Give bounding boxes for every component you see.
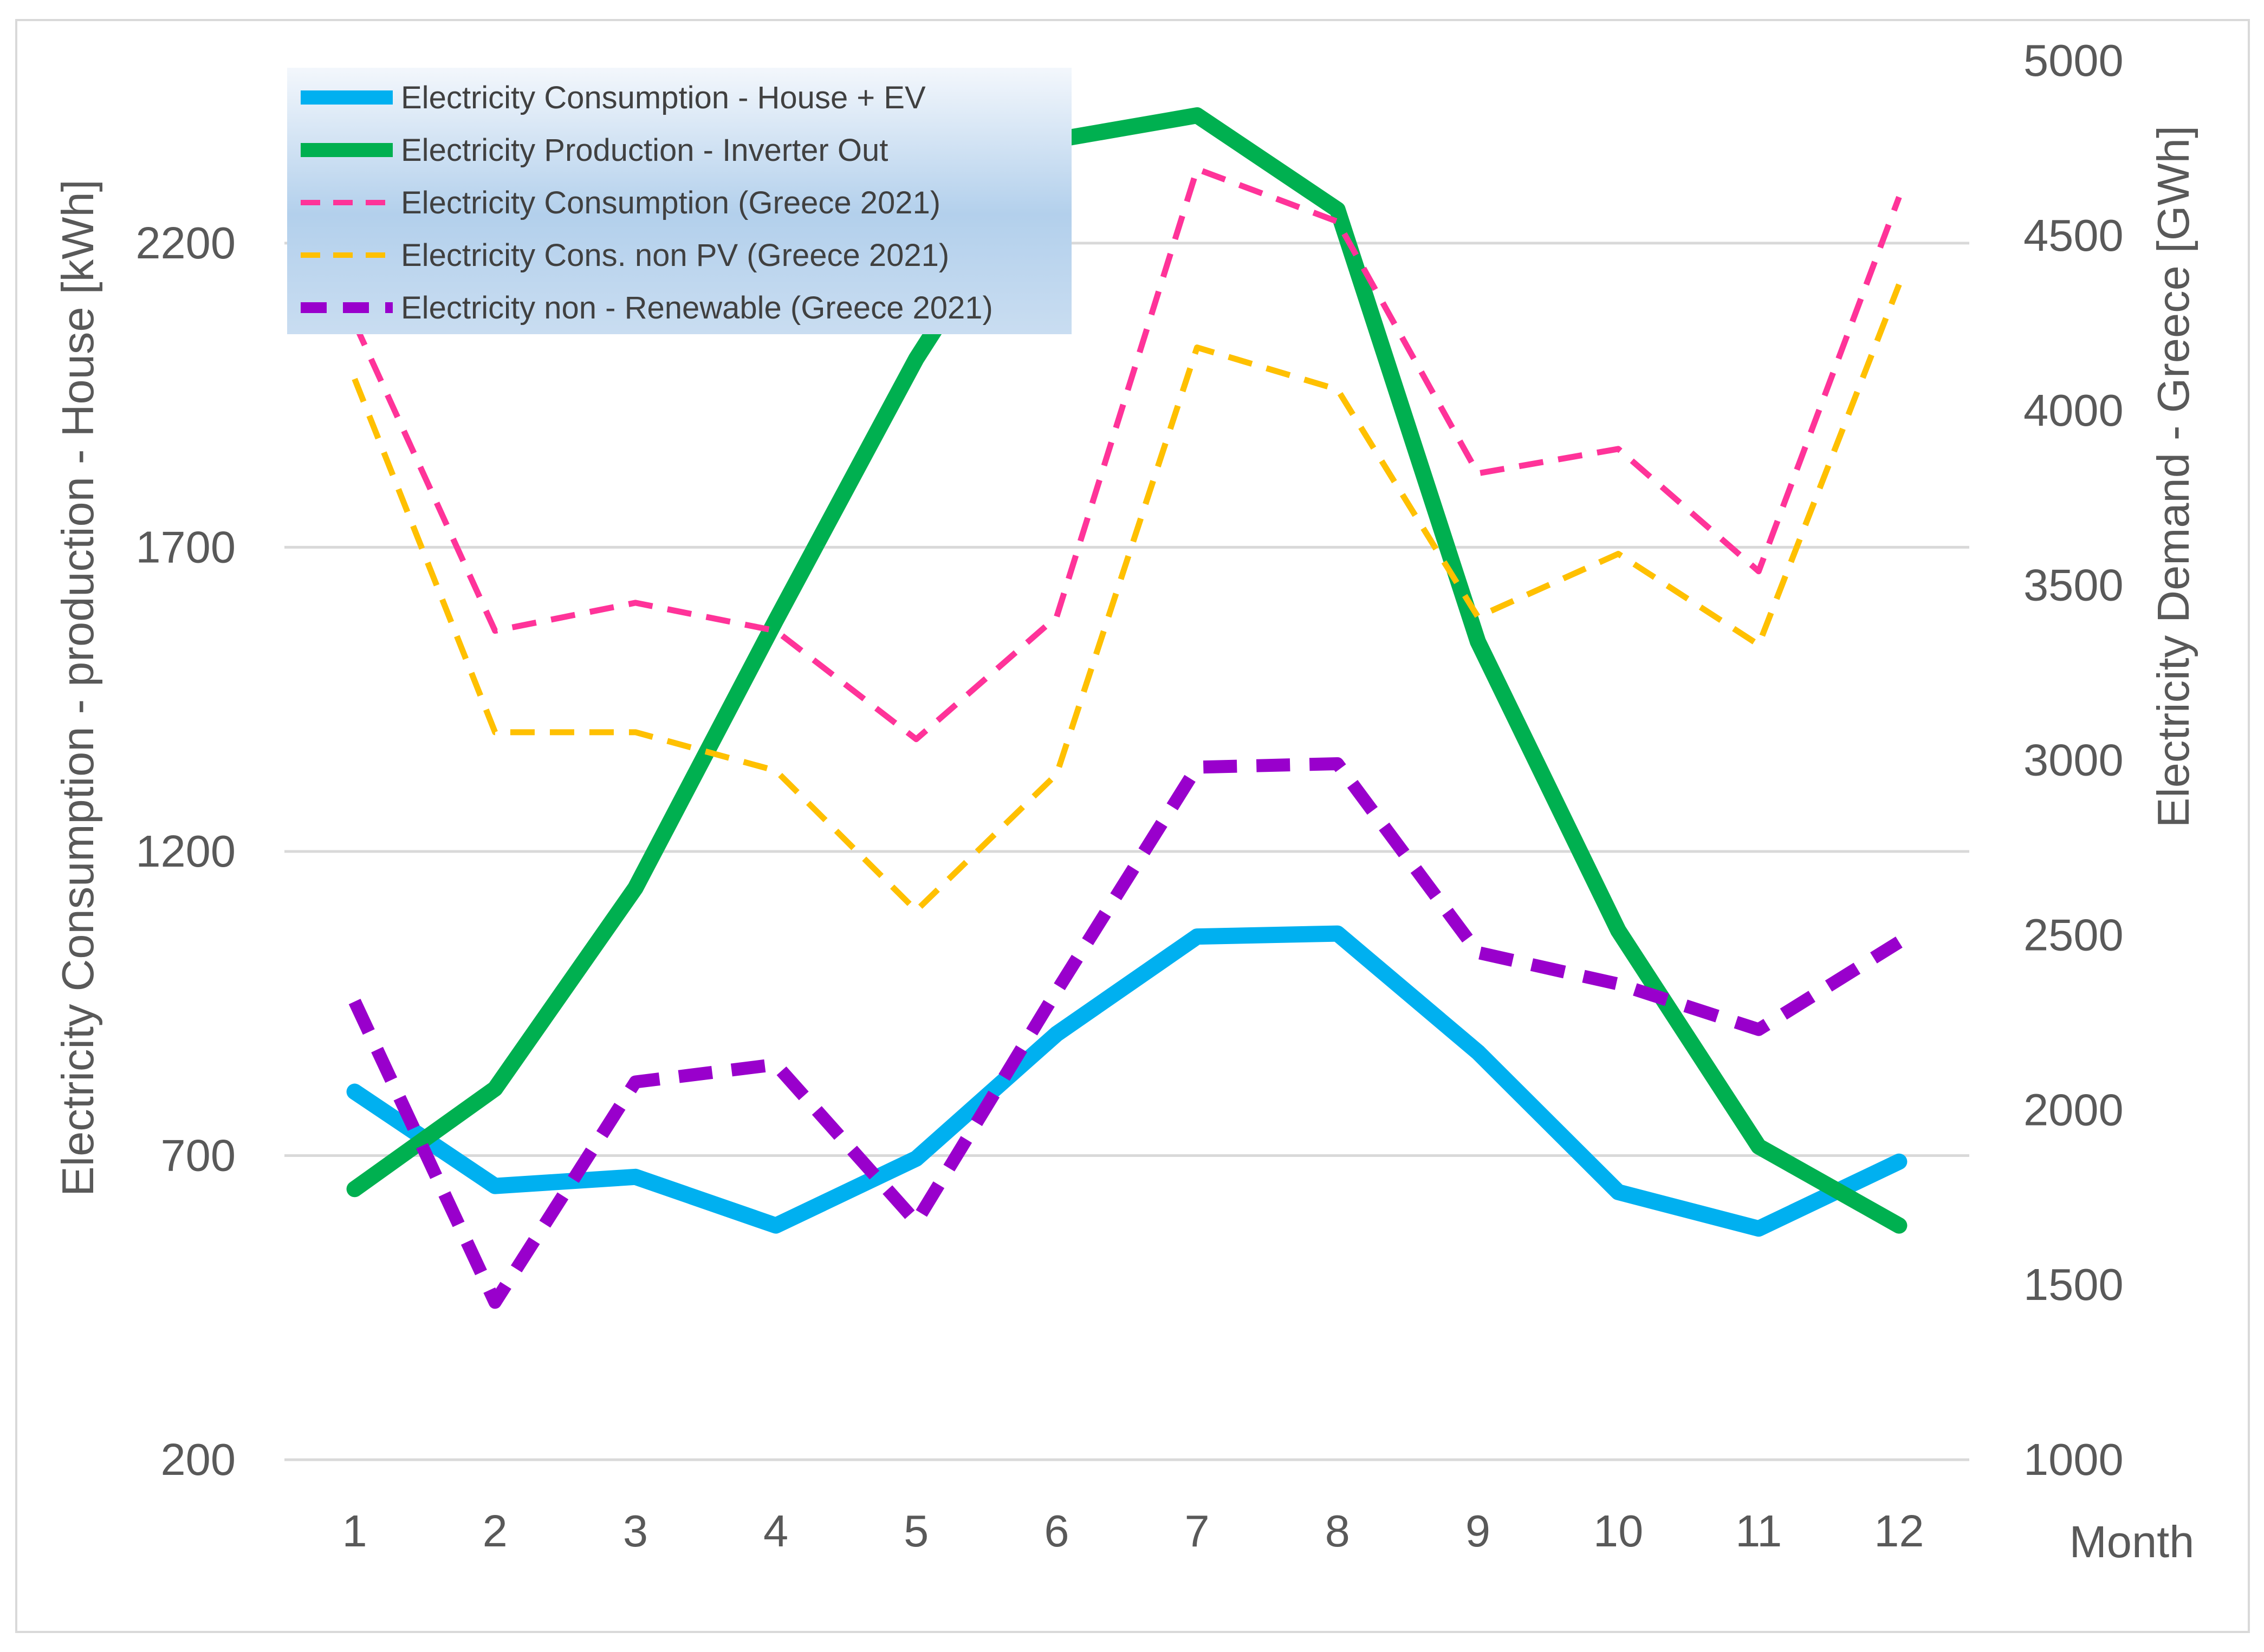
legend-box — [287, 68, 1072, 334]
series-line-3 — [352, 166, 1902, 743]
y-right-tick-label: 5000 — [2023, 35, 2124, 86]
x-tick-label: 11 — [1735, 1506, 1782, 1556]
y-right-tick-label: 1000 — [2023, 1434, 2124, 1485]
series-line-1 — [346, 925, 1908, 1237]
legend-label: Electricity Consumption (Greece 2021) — [401, 185, 940, 220]
y-right-tick-label: 1500 — [2023, 1259, 2124, 1310]
series-lines — [346, 107, 1908, 1309]
gridlines — [284, 242, 1969, 1461]
legend-label: Electricity Consumption - House + EV — [401, 80, 926, 115]
y-right-tick-label: 2000 — [2023, 1084, 2124, 1135]
series-line-2 — [346, 107, 1908, 1234]
x-axis-title: Month — [2070, 1517, 2195, 1567]
y-right-tick-label: 4500 — [2023, 210, 2124, 261]
y-axis-right-title: Electricity Demand - Greece [GWh] — [2148, 126, 2198, 828]
y-right-tick-label: 2500 — [2023, 909, 2124, 960]
y-left-tick-label: 1700 — [135, 522, 236, 572]
x-tick-label: 5 — [904, 1506, 929, 1556]
series-line-5 — [348, 757, 1903, 1309]
legend-label: Electricity non - Renewable (Greece 2021… — [401, 290, 993, 326]
y-left-tick-label: 700 — [161, 1130, 236, 1180]
x-tick-label: 6 — [1044, 1506, 1069, 1556]
x-tick-label: 10 — [1593, 1506, 1643, 1556]
legend: Electricity Consumption - House + EV Elec… — [287, 68, 1072, 334]
legend-label: Electricity Cons. non PV (Greece 2021) — [401, 238, 949, 273]
legend-label: Electricity Production - Inverter Out — [401, 133, 888, 168]
y-left-tick-label: 200 — [161, 1434, 236, 1485]
x-tick-label: 8 — [1325, 1506, 1350, 1556]
left-axis-ticks: 200 700 1200 1700 2200 — [135, 218, 236, 1485]
x-tick-label: 9 — [1465, 1506, 1490, 1556]
y-right-tick-label: 4000 — [2023, 385, 2124, 435]
y-right-tick-label: 3500 — [2023, 560, 2124, 610]
x-tick-label: 2 — [483, 1506, 508, 1556]
y-left-tick-label: 1200 — [135, 826, 236, 876]
x-tick-label: 7 — [1184, 1506, 1209, 1556]
x-axis-ticks: 1 2 3 4 5 6 7 8 9 10 11 12 — [342, 1506, 1924, 1556]
y-right-tick-label: 3000 — [2023, 735, 2124, 785]
y-left-tick-label: 2200 — [135, 218, 236, 268]
x-tick-label: 3 — [623, 1506, 648, 1556]
x-tick-label: 1 — [342, 1506, 367, 1556]
y-axis-left-title: Electricity Consumption - production - H… — [53, 179, 103, 1196]
series-line-4 — [352, 283, 1902, 914]
x-tick-label: 12 — [1874, 1506, 1924, 1556]
right-axis-ticks: 1000 1500 2000 2500 3000 3500 4000 4500 5000 — [2023, 35, 2124, 1485]
x-tick-label: 4 — [763, 1506, 788, 1556]
